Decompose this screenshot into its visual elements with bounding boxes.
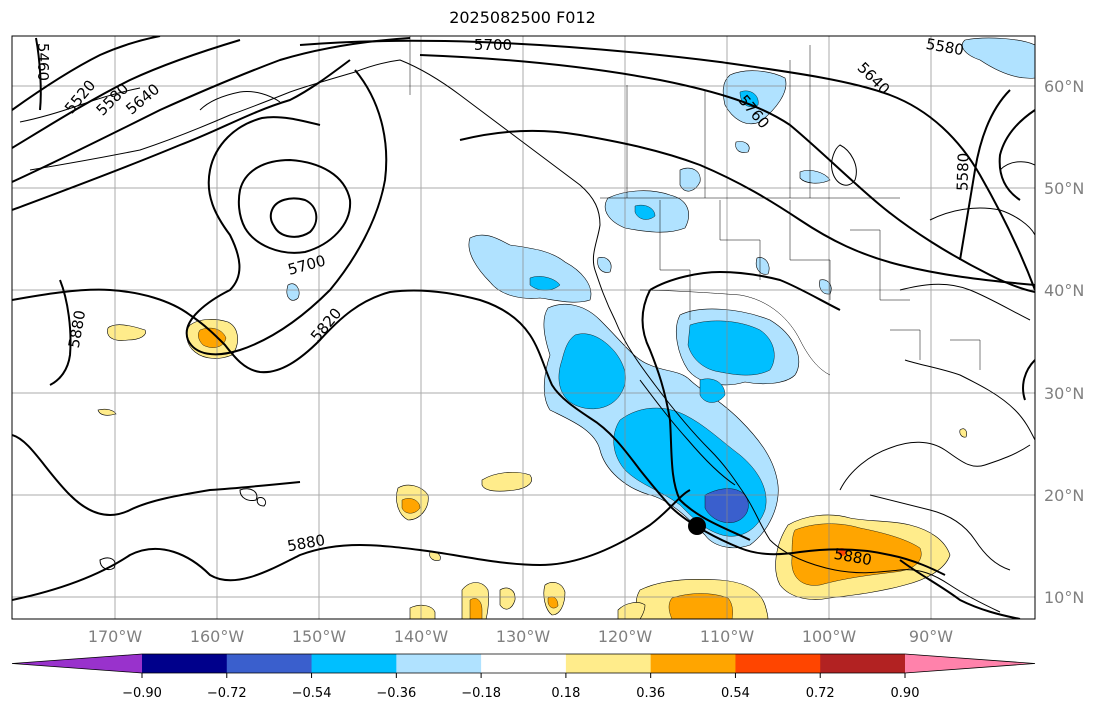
- colorbar-tick-label: −0.54: [292, 686, 332, 701]
- colorbar-tick-label: −0.36: [376, 686, 416, 701]
- lon-label: 130°W: [496, 627, 551, 646]
- colorbar-tick-label: −0.72: [207, 686, 247, 701]
- map-title: 2025082500 F012: [449, 8, 596, 27]
- colorbar-extend-low: [12, 654, 142, 673]
- lat-label: 20°N: [1044, 486, 1084, 505]
- lon-label: 160°W: [190, 627, 245, 646]
- lat-label: 60°N: [1044, 77, 1084, 96]
- lon-label: 170°W: [88, 627, 143, 646]
- lon-label: 120°W: [598, 627, 653, 646]
- lat-label: 10°N: [1044, 588, 1084, 607]
- lat-label: 40°N: [1044, 281, 1084, 300]
- storm-center-dot: [688, 517, 706, 535]
- colorbar: −0.90 −0.72 −0.54 −0.36 −0.18 0.18 0.36 0.54 0.7…: [11, 653, 1036, 701]
- colorbar-tick-label: −0.90: [122, 686, 162, 701]
- height-contours: [12, 36, 1035, 619]
- colorbar-segment: [481, 654, 567, 673]
- lat-label: 30°N: [1044, 384, 1084, 403]
- colorbar-segment: [565, 654, 652, 673]
- lon-label: 90°W: [909, 627, 953, 646]
- lon-label: 150°W: [292, 627, 347, 646]
- colorbar-tick-label: 0.54: [721, 686, 750, 701]
- coastlines: [19, 59, 1035, 613]
- contour-label: 5700: [474, 36, 512, 54]
- colorbar-segment: [396, 654, 482, 673]
- longitude-axis: 170°W 160°W 150°W 140°W 130°W 120°W 110°…: [88, 627, 953, 646]
- contour-label: 5580: [925, 35, 966, 59]
- colorbar-tick-label: 0.90: [891, 686, 920, 701]
- latitude-axis: 60°N 50°N 40°N 30°N 20°N 10°N: [1044, 77, 1084, 607]
- contour-label: 5580: [953, 152, 972, 191]
- lat-label: 50°N: [1044, 179, 1084, 198]
- map-frame: [11, 35, 1036, 620]
- lon-label: 110°W: [700, 627, 755, 646]
- colorbar-segment: [142, 654, 228, 673]
- colorbar-segment: [226, 654, 313, 673]
- political-borders: [409, 36, 981, 376]
- colorbar-segment: [820, 654, 906, 673]
- lon-label: 140°W: [394, 627, 449, 646]
- map-area: 5460 5520 5580 5640 5700 5700 5760 5820 …: [12, 35, 1035, 619]
- contour-label: 5460: [34, 43, 52, 81]
- lon-label: 100°W: [802, 627, 857, 646]
- colorbar-tick-label: 0.18: [551, 686, 580, 701]
- colorbar-tick-label: 0.72: [806, 686, 835, 701]
- colorbar-extend-high: [905, 654, 1035, 673]
- colorbar-segment: [735, 654, 821, 673]
- colorbar-tick-label: −0.18: [461, 686, 501, 701]
- colorbar-tick-label: 0.36: [636, 686, 665, 701]
- colorbar-segment: [650, 654, 736, 673]
- colorbar-segment: [311, 654, 397, 673]
